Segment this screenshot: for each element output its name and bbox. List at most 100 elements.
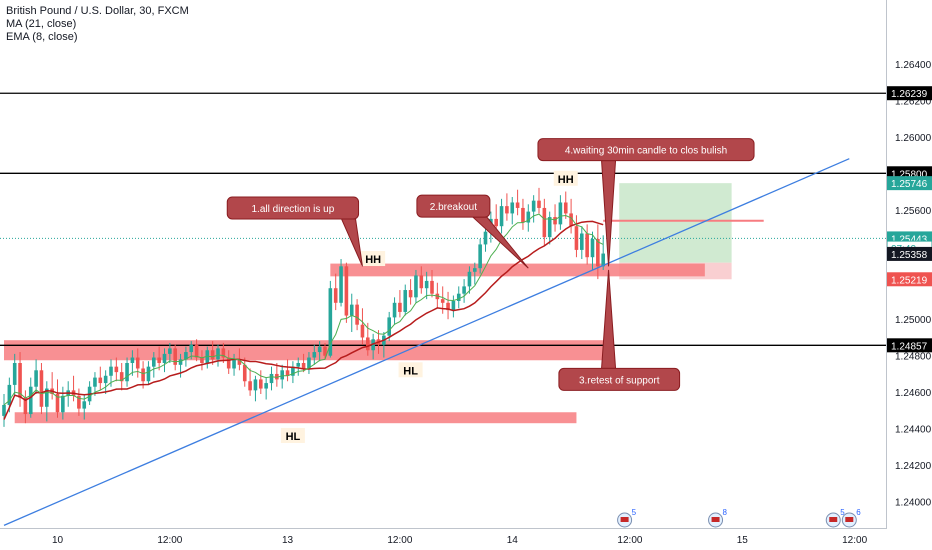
price-tick-8: 1.24400 bbox=[895, 425, 932, 436]
candle-body-104 bbox=[558, 202, 563, 225]
candle-body-63 bbox=[339, 266, 343, 303]
candle-body-72 bbox=[387, 317, 391, 336]
ma-21-line bbox=[3, 220, 604, 420]
candle-body-86 bbox=[462, 286, 466, 294]
candle-body-46 bbox=[248, 381, 252, 391]
candle-body-59 bbox=[317, 346, 322, 353]
candle-body-96 bbox=[515, 202, 520, 208]
candle-body-48 bbox=[259, 379, 263, 389]
callout-box-2 bbox=[558, 367, 681, 391]
candle-body-108 bbox=[580, 233, 584, 250]
chart-legend: British Pound / U.S. Dollar, 30, FXCM MA… bbox=[6, 5, 189, 44]
zone-2 bbox=[14, 412, 577, 424]
candle-body-65 bbox=[349, 304, 354, 316]
time-tick-5: 12:00 bbox=[617, 535, 642, 546]
candle-body-55 bbox=[296, 363, 301, 367]
candle-body-36 bbox=[194, 344, 199, 358]
swing-label-bg-3 bbox=[280, 427, 305, 443]
swing-label-bg-2 bbox=[398, 362, 423, 378]
price-tag-4: 1.25219 bbox=[891, 275, 928, 286]
candle-body-26 bbox=[141, 368, 145, 382]
candle-body-80 bbox=[430, 280, 434, 294]
candle-body-87 bbox=[467, 271, 472, 287]
zone-1 bbox=[330, 263, 705, 277]
price-axis[interactable] bbox=[886, 0, 932, 529]
candle-body-76 bbox=[408, 290, 413, 298]
time-tick-7: 12:00 bbox=[842, 535, 867, 546]
ma-legend[interactable]: MA (21, close) bbox=[6, 18, 77, 30]
candle-body-56 bbox=[301, 363, 306, 369]
candle-body-83 bbox=[446, 302, 450, 311]
level-tag-0: 1.26239 bbox=[891, 89, 928, 100]
level-tag-bg-2 bbox=[887, 338, 932, 353]
candle-body-111 bbox=[596, 238, 600, 267]
candle-body-101 bbox=[542, 207, 547, 238]
candle-body-3 bbox=[18, 363, 22, 398]
candle-body-49 bbox=[264, 383, 268, 389]
candle-body-97 bbox=[521, 207, 525, 223]
candle-body-30 bbox=[162, 353, 167, 364]
uptrend-line bbox=[3, 158, 850, 526]
event-count-3: 6 bbox=[856, 508, 861, 517]
candle-body-94 bbox=[505, 206, 509, 214]
candle-body-103 bbox=[553, 217, 557, 225]
candle-body-44 bbox=[237, 359, 242, 365]
candle-body-66 bbox=[355, 304, 359, 325]
candle-body-90 bbox=[483, 231, 488, 245]
candle-body-79 bbox=[424, 280, 429, 289]
price-tag-bg-0 bbox=[887, 176, 932, 191]
candle-body-7 bbox=[39, 370, 44, 407]
swing-label-bg-0 bbox=[361, 251, 386, 267]
candle-body-51 bbox=[275, 373, 279, 380]
candle-body-85 bbox=[456, 293, 461, 301]
candle-body-107 bbox=[574, 226, 579, 250]
candle-body-42 bbox=[226, 357, 231, 369]
candle-body-53 bbox=[285, 370, 290, 376]
candle-body-50 bbox=[269, 373, 274, 384]
candle-body-92 bbox=[494, 218, 498, 227]
candle-body-47 bbox=[253, 379, 258, 391]
candle-body-64 bbox=[344, 266, 349, 316]
candle-body-67 bbox=[360, 324, 365, 338]
callout-text-3: 4.waiting 30min candle to clos bulish bbox=[565, 146, 727, 157]
candle-body-88 bbox=[473, 268, 477, 272]
price-tick-10: 1.24000 bbox=[895, 498, 932, 509]
candle-body-62 bbox=[333, 288, 338, 303]
candle-body-77 bbox=[414, 275, 418, 298]
candle-body-68 bbox=[366, 337, 370, 351]
price-tick-0: 1.26400 bbox=[895, 60, 932, 71]
candle-body-40 bbox=[216, 348, 220, 360]
candle-body-20 bbox=[109, 366, 113, 376]
swing-label-2: HL bbox=[403, 365, 418, 377]
candle-body-28 bbox=[152, 357, 156, 367]
event-count-1: 8 bbox=[723, 508, 728, 517]
candle-body-95 bbox=[510, 202, 515, 214]
candle-body-27 bbox=[146, 366, 151, 382]
candle-body-0 bbox=[2, 404, 6, 416]
callout-box-3 bbox=[537, 138, 755, 162]
candle-body-106 bbox=[569, 213, 573, 227]
candle-body-23 bbox=[125, 363, 129, 382]
candle-body-102 bbox=[547, 217, 552, 238]
time-tick-2: 13 bbox=[282, 535, 294, 546]
time-tick-3: 12:00 bbox=[387, 535, 412, 546]
candle-body-5 bbox=[28, 386, 33, 415]
callout-pointer-2 bbox=[601, 269, 617, 369]
callout-box-1 bbox=[416, 194, 491, 218]
candle-body-15 bbox=[82, 401, 87, 409]
swing-label-3: HL bbox=[286, 431, 301, 443]
level-tag-2: 1.24857 bbox=[891, 341, 928, 352]
candle-body-75 bbox=[403, 290, 408, 312]
long-position-target-zone bbox=[619, 183, 732, 263]
candle-body-84 bbox=[451, 300, 456, 311]
time-tick-4: 14 bbox=[507, 535, 519, 546]
time-axis[interactable] bbox=[0, 528, 887, 550]
symbol-title[interactable]: British Pound / U.S. Dollar, 30, FXCM bbox=[6, 5, 189, 17]
price-tag-bg-4 bbox=[887, 272, 932, 287]
candle-body-52 bbox=[280, 370, 284, 380]
ema-legend[interactable]: EMA (8, close) bbox=[6, 31, 78, 43]
time-tick-1: 12:00 bbox=[157, 535, 182, 546]
candle-body-35 bbox=[189, 344, 194, 353]
level-tag-bg-0 bbox=[887, 86, 932, 101]
